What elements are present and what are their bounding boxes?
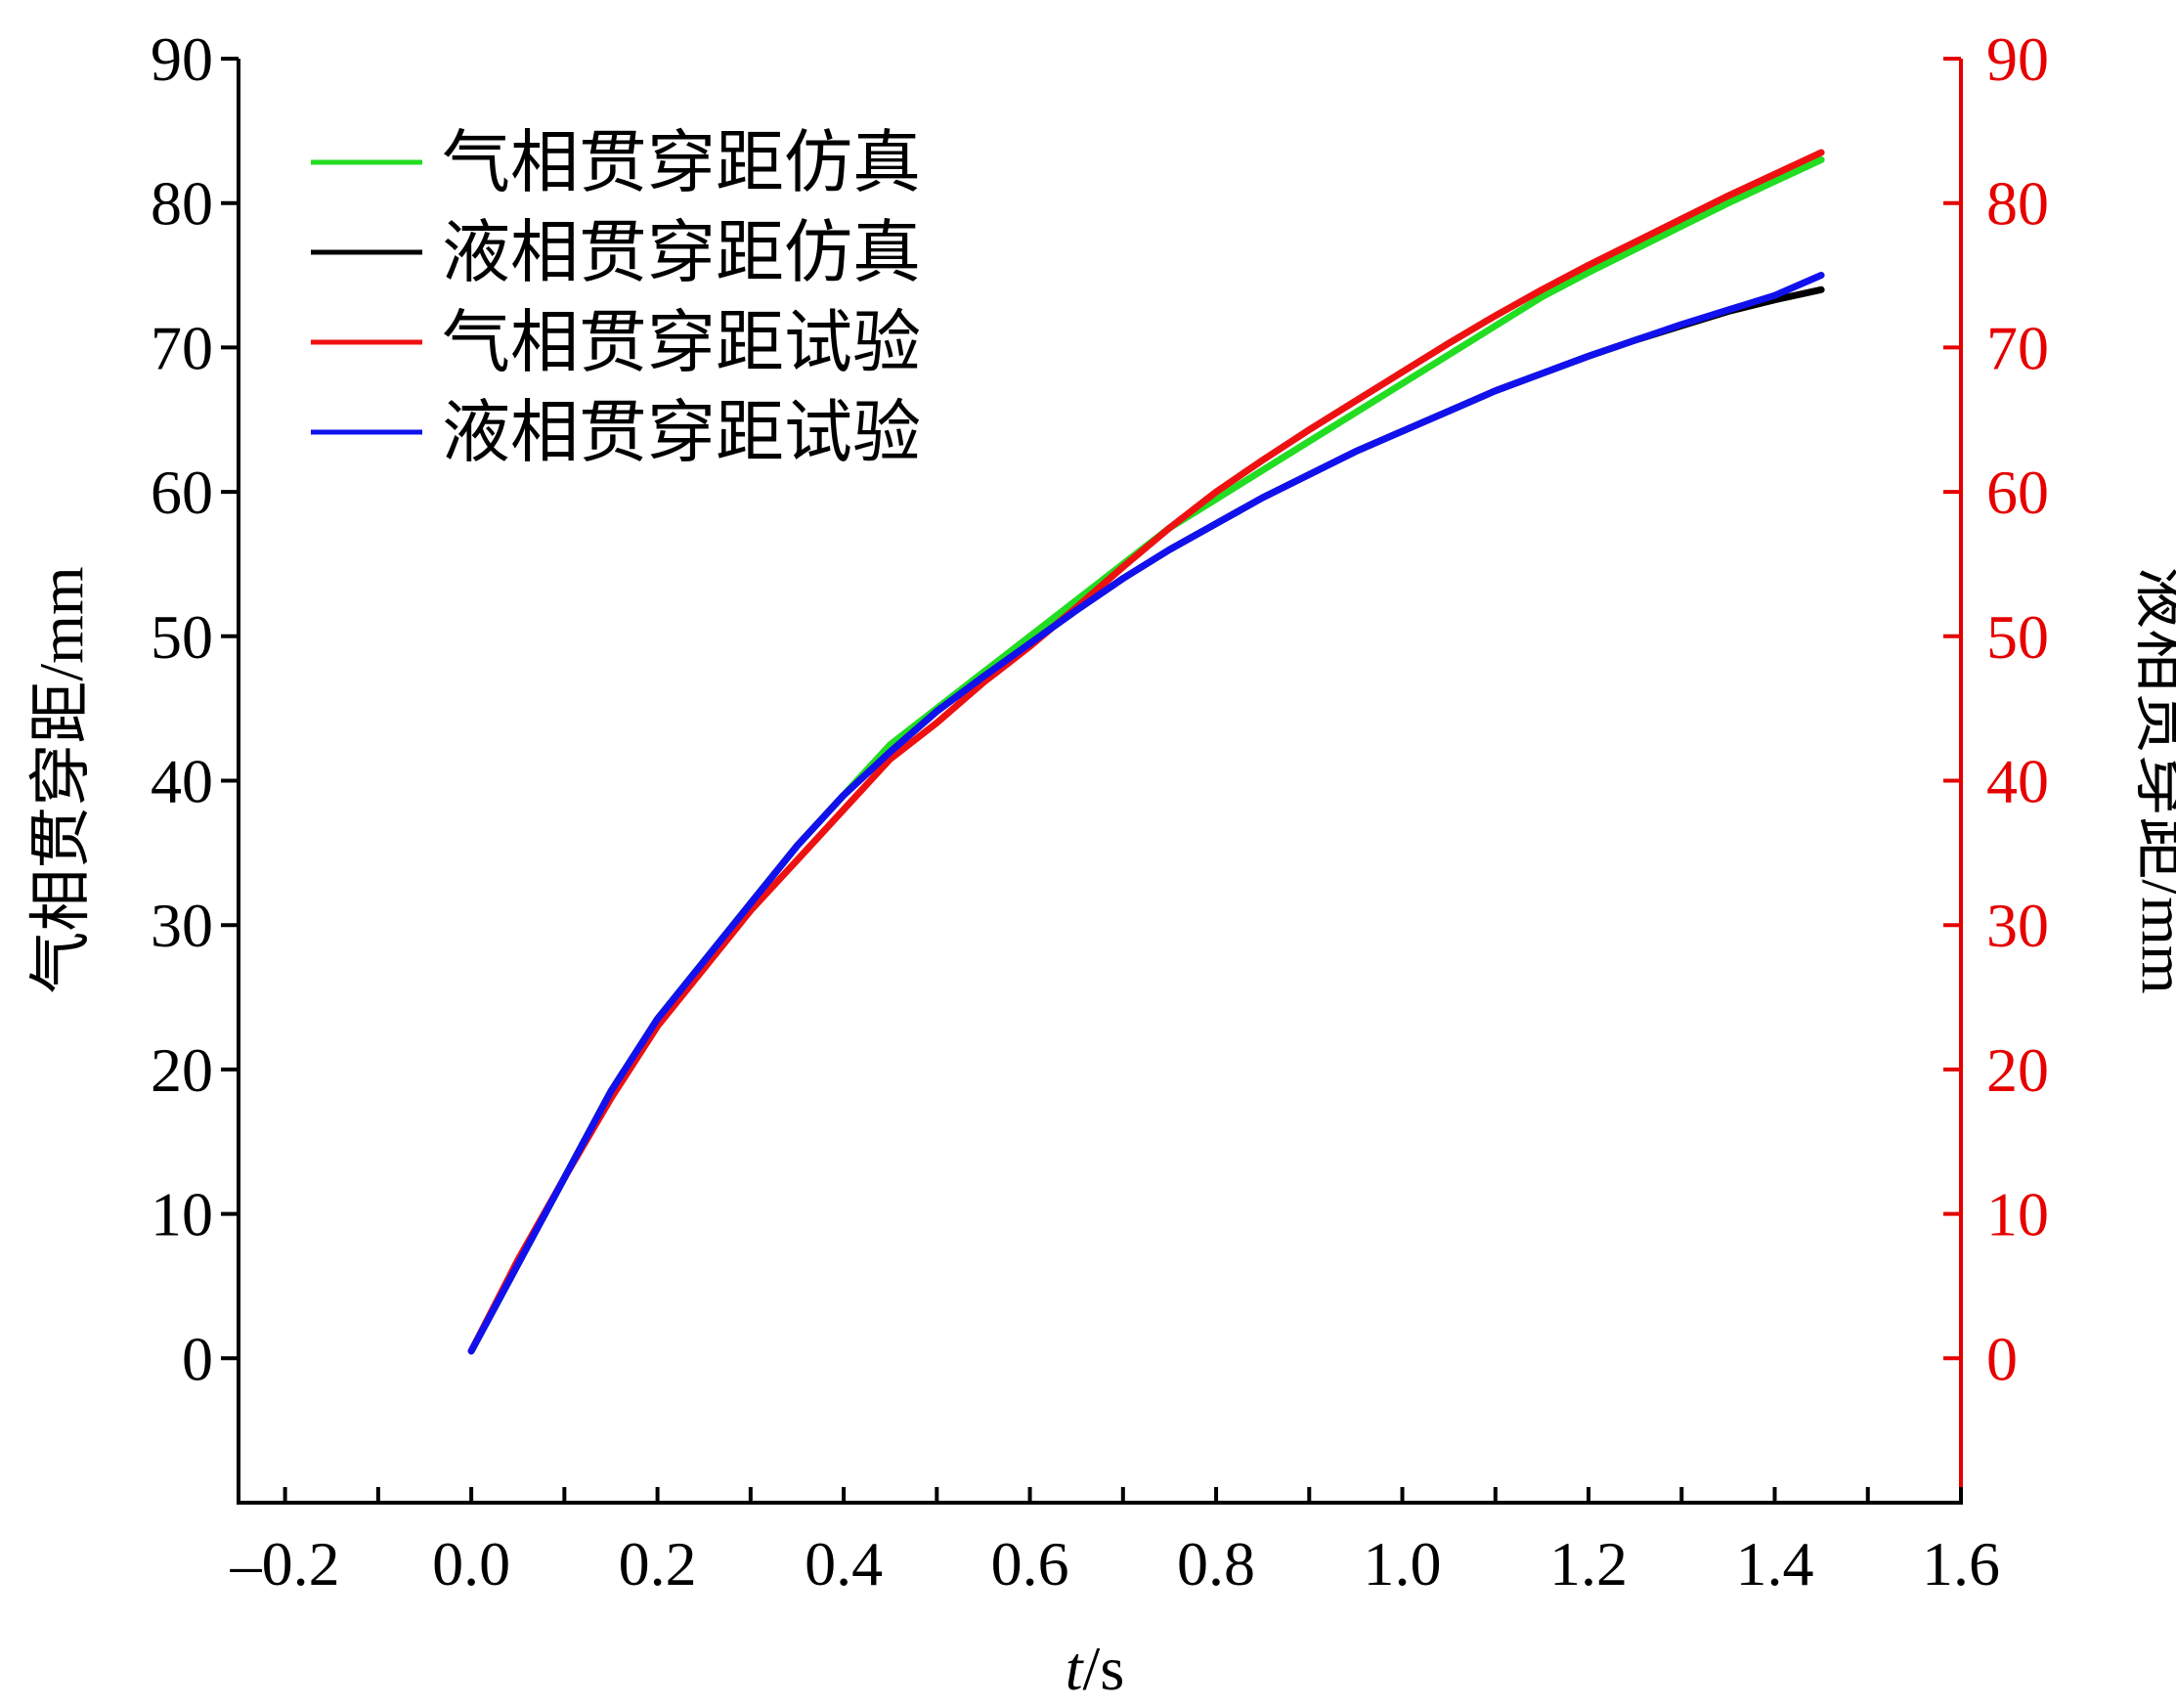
- legend-label-4: 液相贯穿距试验: [442, 392, 921, 472]
- x-tick-label: 1.2: [1549, 1529, 1628, 1599]
- x-axis-title: t/s: [1066, 1634, 1124, 1703]
- left-y-tick-label: 50: [151, 602, 213, 672]
- right-y-tick-label: 80: [1986, 169, 2049, 239]
- left-y-tick-label: 80: [151, 169, 213, 239]
- legend-label-1: 气相贯穿距仿真: [442, 122, 921, 202]
- x-axis-title-unit: /s: [1083, 1634, 1125, 1703]
- legend-label-2: 液相贯穿距仿真: [442, 212, 921, 292]
- series-group: [467, 149, 1825, 1355]
- right-y-axis-title: 液相贯穿距/mm: [2129, 566, 2176, 993]
- left-y-tick-label: 90: [151, 24, 213, 94]
- x-tick-label: –0.2: [230, 1529, 340, 1599]
- x-tick-label: 0.6: [991, 1529, 1069, 1599]
- right-y-tick-label: 90: [1986, 24, 2049, 94]
- left-y-tick-label: 10: [151, 1180, 213, 1249]
- left-y-tick-label: 60: [151, 458, 213, 527]
- series-line-3: [467, 149, 1825, 1355]
- right-y-tick-label: 20: [1986, 1035, 2049, 1105]
- right-y-tick-label: 10: [1986, 1180, 2049, 1249]
- left-y-axis-title: 气相贯穿距/mm: [26, 566, 96, 993]
- x-tick-label: 0.0: [432, 1529, 510, 1599]
- axes-group: 0 10 20 30 40 50 60 70 80 90 0 10 20 30 40 50 60 70 80 90 –0…: [151, 24, 2049, 1599]
- left-y-tick-label: 20: [151, 1035, 213, 1105]
- x-tick-label: 1.4: [1736, 1529, 1814, 1599]
- x-tick-label: 1.6: [1922, 1529, 2000, 1599]
- legend-label-3: 气相贯穿距试验: [442, 302, 921, 382]
- right-y-tick-label: 70: [1986, 313, 2049, 382]
- x-tick-label: 0.4: [805, 1529, 883, 1599]
- series-line-4: [467, 272, 1825, 1355]
- left-y-tick-label: 40: [151, 747, 213, 816]
- right-y-tick-label: 60: [1986, 458, 2049, 527]
- right-y-tick-label: 40: [1986, 747, 2049, 816]
- right-y-tick-label: 50: [1986, 602, 2049, 672]
- x-tick-label: 0.2: [619, 1529, 697, 1599]
- left-y-tick-label: 0: [182, 1324, 213, 1393]
- left-y-tick-label: 70: [151, 313, 213, 382]
- right-y-tick-label: 0: [1986, 1324, 2018, 1393]
- x-tick-label: 0.8: [1177, 1529, 1255, 1599]
- x-axis-title-italic: t: [1066, 1634, 1085, 1703]
- x-tick-label: 1.0: [1364, 1529, 1442, 1599]
- left-y-tick-label: 30: [151, 891, 213, 960]
- right-y-tick-label: 30: [1986, 891, 2049, 960]
